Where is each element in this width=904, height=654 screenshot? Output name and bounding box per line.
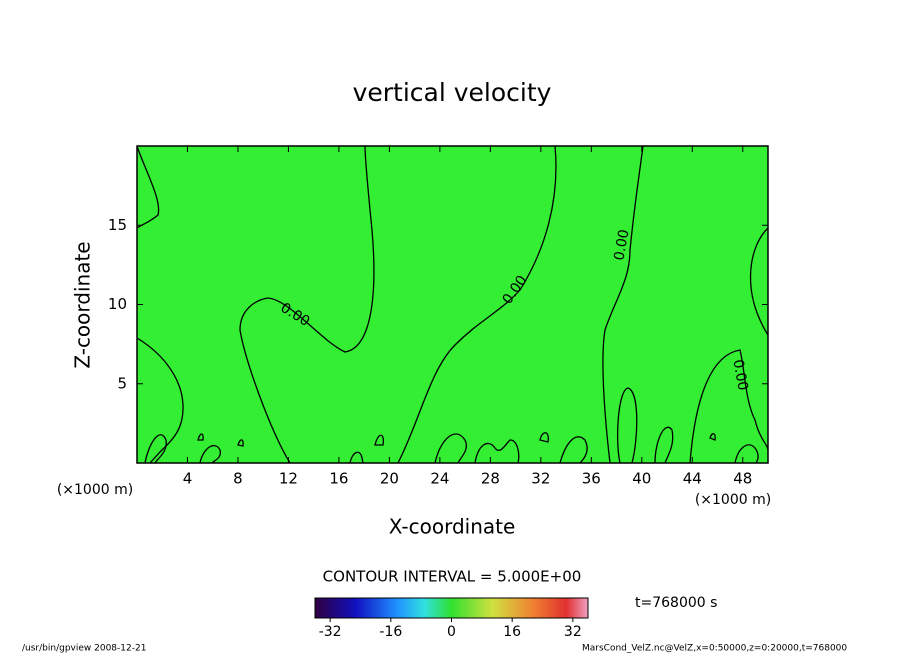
colorbar-tick-label: -16 bbox=[379, 624, 402, 640]
y-axis-label: Z-coordinate bbox=[71, 241, 95, 368]
y-tick-label: 10 bbox=[108, 295, 127, 313]
y-tick-label: 5 bbox=[117, 374, 127, 392]
x-tick-label: 4 bbox=[183, 470, 193, 488]
time-label: t=768000 s bbox=[635, 595, 717, 611]
contour-label: 0.00 bbox=[729, 358, 750, 391]
colorbar-tick-label: 16 bbox=[503, 624, 521, 640]
x-tick-label: 48 bbox=[733, 470, 752, 488]
footer-left: /usr/bin/gpview 2008-12-21 bbox=[22, 644, 146, 654]
chart-title: vertical velocity bbox=[353, 78, 552, 107]
x-unit: (×1000 m) bbox=[57, 482, 133, 498]
colorbar-tick-label: -32 bbox=[319, 624, 342, 640]
x-tick-label: 32 bbox=[531, 470, 550, 488]
x-tick-label: 28 bbox=[481, 470, 500, 488]
x-tick-label: 40 bbox=[632, 470, 651, 488]
colorbar bbox=[314, 597, 589, 619]
y-tick-label: 15 bbox=[108, 216, 127, 234]
x-tick-label: 12 bbox=[279, 470, 298, 488]
x-tick-label: 36 bbox=[582, 470, 601, 488]
x-tick-label: 44 bbox=[683, 470, 702, 488]
contour-interval: CONTOUR INTERVAL = 5.000E+00 bbox=[323, 568, 582, 586]
colorbar-tick-label: 32 bbox=[564, 624, 582, 640]
x-axis-label: X-coordinate bbox=[389, 515, 516, 539]
x-tick-label: 8 bbox=[233, 470, 243, 488]
contour-fill bbox=[137, 146, 768, 463]
x-tick-label: 16 bbox=[329, 470, 348, 488]
x-tick-label: 20 bbox=[380, 470, 399, 488]
x-unit: (×1000 m) bbox=[695, 492, 771, 508]
contour-label: 0.00 bbox=[611, 228, 632, 261]
colorbar-tick-label: 0 bbox=[447, 624, 456, 640]
contour-lines bbox=[136, 145, 769, 464]
footer-right: MarsCond_VelZ.nc@VelZ,x=0:50000,z=0:2000… bbox=[582, 644, 847, 654]
x-tick-label: 24 bbox=[430, 470, 449, 488]
